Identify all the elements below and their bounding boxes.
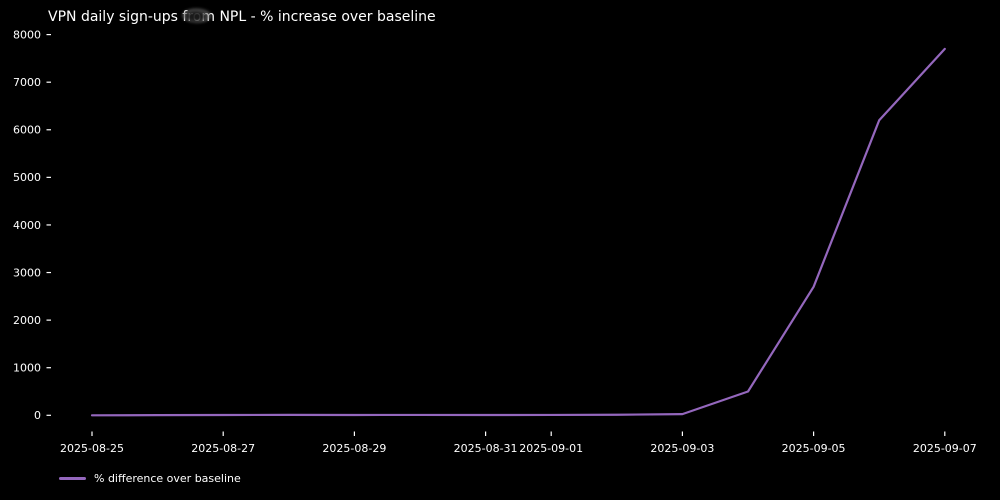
y-tick-label: 6000 (13, 124, 41, 137)
legend-line-swatch (59, 477, 86, 480)
x-tick-label: 2025-08-29 (322, 442, 386, 455)
x-tick-label: 2025-08-31 (454, 442, 518, 455)
legend: % difference over baseline (59, 472, 241, 485)
y-tick-label: 7000 (13, 76, 41, 89)
x-tick-label: 2025-08-27 (191, 442, 255, 455)
y-tick-label: 5000 (13, 171, 41, 184)
x-tick-label: 2025-09-05 (782, 442, 846, 455)
y-tick-label: 8000 (13, 28, 41, 41)
x-tick-label: 2025-08-25 (60, 442, 124, 455)
legend-label: % difference over baseline (94, 472, 241, 485)
y-tick-label: 1000 (13, 362, 41, 375)
y-tick-label: 0 (34, 409, 41, 422)
x-tick-label: 2025-09-03 (650, 442, 714, 455)
y-tick-label: 3000 (13, 266, 41, 279)
y-tick-label: 4000 (13, 219, 41, 232)
x-tick-label: 2025-09-07 (913, 442, 977, 455)
x-tick-label: 2025-09-01 (519, 442, 583, 455)
data-line-series (90, 47, 946, 417)
chart-title: VPN daily sign-ups from NPL - % increase… (48, 9, 436, 25)
y-tick-label: 2000 (13, 314, 41, 327)
